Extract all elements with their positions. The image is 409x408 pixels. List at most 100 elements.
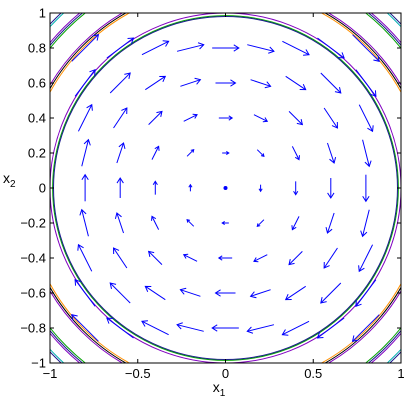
vector-arrow [291,216,300,231]
vector-arrow [116,177,124,198]
x-tick-label: 0.5 [304,366,322,381]
vector-arrow [323,107,338,129]
vector-arrow [182,253,198,262]
vector-arrow [323,247,338,269]
vector-arrow [358,104,374,133]
vector-arrow [360,209,370,238]
y-tick-label: −1 [31,356,46,371]
vector-arrow [327,178,335,199]
y-tick-label: 0.4 [28,111,46,126]
vector-arrow [355,279,377,308]
vector-arrow [74,68,96,97]
x-axis-label: x1 [213,379,226,399]
vector-arrow [355,69,377,98]
y-tick-label: −0.4 [20,251,46,266]
vector-arrow [151,215,160,230]
vector-arrow [326,142,337,164]
y-tick-label: 0.2 [28,146,46,161]
vector-arrow [74,278,96,307]
vector-arrow [113,107,128,129]
vector-arrow [317,37,345,59]
vector-arrow [176,322,204,332]
x-tick-label: −1 [43,366,58,381]
vector-arrow [106,37,135,59]
vector-arrow [109,72,131,94]
vector-arrow [81,173,89,202]
vector-arrow [148,110,163,126]
vector-arrow [285,75,307,91]
vector-arrow [180,77,202,87]
axes-frame [49,12,402,364]
vector-arrow [212,44,240,52]
vector-arrow [77,243,93,272]
vector-arrow [114,212,125,234]
y-tick-label: −0.2 [20,216,46,231]
vector-arrow [79,208,89,237]
vector-arrow [116,142,126,164]
vector-arrow [179,287,201,297]
vector-arrow [217,255,233,261]
vector-arrow [106,317,134,339]
vector-arrow [249,289,271,299]
vector-arrow [151,145,160,160]
vector-arrow [144,285,166,301]
vector-arrow [253,114,269,123]
vector-arrow [247,44,275,54]
vector-arrow [351,314,380,342]
vector-arrow [113,247,128,269]
vector-arrow [320,72,342,94]
vector-arrow [218,115,234,121]
x-tick-label: −0.5 [125,366,151,381]
vector-arrow [358,244,374,273]
vector-arrow [188,183,193,192]
y-tick-label: 1 [39,6,46,21]
y-axis-label: x2 [3,170,16,190]
vector-arrow [316,317,345,339]
vector-arrow [211,324,239,332]
y-tick-label: 0 [39,181,46,196]
vector-arrow [282,40,310,56]
vector-arrow [215,79,237,87]
vector-arrow [320,282,342,304]
vector-arrow [222,150,230,156]
vector-arrow [186,219,195,227]
vector-arrow [109,282,131,304]
vector-arrow [186,149,195,157]
y-tick-label: 0.8 [28,41,46,56]
vector-arrow [291,146,300,161]
vector-field [71,34,380,342]
vector-arrow [293,181,299,196]
y-tick-label: −0.6 [20,286,46,301]
vector-arrow [81,138,91,167]
vector-arrow [221,220,229,226]
vector-arrow [256,149,265,157]
y-tick-label: −0.8 [20,321,46,336]
vector-arrow [214,289,236,297]
vector-arrow [141,320,169,336]
vector-arrow [147,250,163,266]
vector-arrow [250,79,272,89]
x-tick-label: 1 [397,366,404,381]
vector-arrow [284,285,306,301]
vector-arrow [145,75,167,91]
vector-arrow [288,250,303,266]
vector-arrow [281,320,310,336]
vector-arrow [288,110,304,126]
vector-arrow [71,34,100,62]
vector-arrow [362,139,372,168]
vector-arrow [71,314,99,342]
vector-arrow [246,324,275,334]
level-curve-3 [50,13,401,363]
vector-arrow [77,103,93,132]
vector-arrow [152,180,158,195]
level-curve-5 [50,13,401,363]
vector-arrow [362,174,370,203]
y-tick-label: 0.6 [28,76,46,91]
vector-arrow [325,212,335,234]
vector-arrow [253,254,268,263]
